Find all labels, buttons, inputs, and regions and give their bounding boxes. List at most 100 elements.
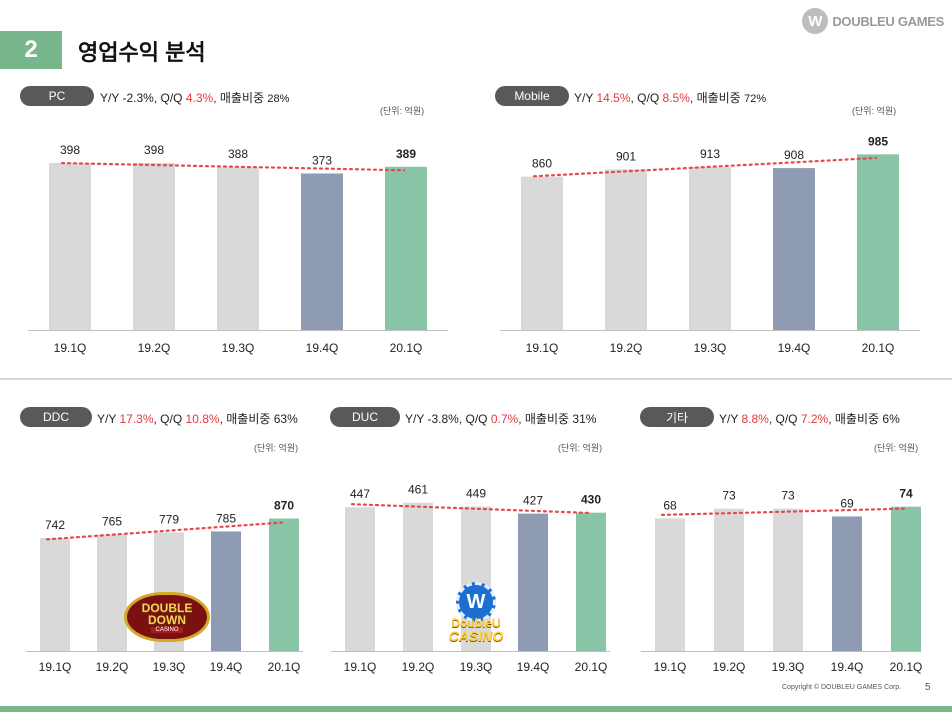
qq-label: Q/Q bbox=[160, 91, 183, 105]
duc-bar-19.1Q bbox=[345, 507, 375, 651]
pc-unit: (단위: 억원) bbox=[380, 106, 425, 116]
doubledown-casino-logo: DOUBLE DOWN CASINO bbox=[124, 592, 210, 642]
ddc-value-label-19.4Q: 785 bbox=[216, 511, 236, 525]
mobile-bar-19.2Q bbox=[605, 169, 647, 330]
duc-bar-19.4Q bbox=[518, 513, 548, 651]
pc-value-label-19.3Q: 388 bbox=[228, 147, 248, 161]
ddc-logo-line2: DOWN bbox=[148, 612, 186, 627]
pc-label-pill: PC bbox=[20, 86, 94, 106]
mobile-unit: (단위: 억원) bbox=[852, 106, 897, 116]
ddc-unit: (단위: 억원) bbox=[254, 443, 299, 453]
pc-category-label-19.2Q: 19.2Q bbox=[138, 341, 171, 355]
mobile-stats: Y/Y 14.5%, Q/Q 8.5%, 매출비중 72% bbox=[574, 91, 767, 105]
ddc-label-pill: DDC bbox=[20, 407, 92, 427]
etc-category-label-19.3Q: 19.3Q bbox=[772, 660, 805, 674]
mobile-category-label-19.4Q: 19.4Q bbox=[778, 341, 811, 355]
ddc-value-label-19.1Q: 742 bbox=[45, 518, 65, 532]
pc-value-label-19.4Q: 373 bbox=[312, 153, 332, 167]
etc-category-label-19.1Q: 19.1Q bbox=[654, 660, 687, 674]
share-label: 매출비중 bbox=[219, 91, 265, 105]
share-value: 63% bbox=[273, 412, 298, 426]
ddc-value-label-19.3Q: 779 bbox=[159, 512, 179, 526]
ddc-value-label-20.1Q: 870 bbox=[274, 498, 294, 512]
etc-stats: Y/Y 8.8%, Q/Q 7.2%, 매출비중 6% bbox=[719, 412, 900, 426]
ddc-value-label-19.2Q: 765 bbox=[102, 514, 122, 528]
qq-value: 4.3% bbox=[185, 91, 214, 105]
pc-category-label-19.4Q: 19.4Q bbox=[306, 341, 339, 355]
mobile-category-label-19.2Q: 19.2Q bbox=[610, 341, 643, 355]
etc-bar-19.3Q bbox=[773, 508, 803, 651]
ddc-logo-line3: CASINO bbox=[151, 626, 183, 633]
etc-bar-19.4Q bbox=[832, 516, 862, 651]
logo-text: DOUBLEU GAMES bbox=[832, 13, 944, 29]
mobile-bar-20.1Q bbox=[857, 154, 899, 330]
yy-value: -2.3% bbox=[122, 91, 154, 105]
share-label: 매출비중 bbox=[696, 91, 741, 105]
share-label: 매출비중 bbox=[524, 412, 570, 426]
ddc-logo-line1: DOUBLE bbox=[141, 600, 193, 615]
duc-bar-20.1Q bbox=[576, 512, 606, 651]
mobile-category-label-19.3Q: 19.3Q bbox=[694, 341, 727, 355]
duc-stats: Y/Y -3.8%, Q/Q 0.7%, 매출비중 31% bbox=[405, 412, 597, 426]
doubleu-casino-logo: W DoubleU CASINO bbox=[436, 582, 516, 646]
qq-label: Q/Q bbox=[465, 412, 488, 426]
pc-value-label-19.1Q: 398 bbox=[60, 143, 80, 157]
qq-label: Q/Q bbox=[160, 412, 183, 426]
etc-category-label-19.4Q: 19.4Q bbox=[831, 660, 864, 674]
ddc-category-label-19.1Q: 19.1Q bbox=[39, 660, 72, 674]
etc-value-label-20.1Q: 74 bbox=[899, 487, 913, 501]
ddc-bar-20.1Q bbox=[269, 518, 299, 651]
mobile-bar-19.3Q bbox=[689, 167, 731, 330]
mobile-bar-19.4Q bbox=[773, 168, 815, 330]
duc-value-label-19.3Q: 449 bbox=[466, 487, 486, 501]
mobile-trendline bbox=[532, 156, 878, 178]
pc-bar-20.1Q bbox=[385, 166, 427, 330]
ddc-category-label-19.2Q: 19.2Q bbox=[96, 660, 129, 674]
duc-value-label-19.4Q: 427 bbox=[523, 494, 543, 508]
qq-value: 0.7% bbox=[490, 412, 519, 426]
ddc-category-label-19.4Q: 19.4Q bbox=[210, 660, 243, 674]
etc-label-pill: 기타 bbox=[640, 407, 714, 427]
etc-trendline bbox=[660, 507, 906, 516]
mobile-value-label-19.2Q: 901 bbox=[616, 149, 636, 163]
qq-value: 8.5% bbox=[662, 91, 690, 105]
duc-unit: (단위: 억원) bbox=[558, 443, 603, 453]
duc-label-pill: DUC bbox=[330, 407, 400, 427]
qq-label: Q/Q bbox=[637, 91, 660, 105]
share-value: 28% bbox=[267, 93, 290, 105]
etc-value-label-19.4Q: 69 bbox=[840, 496, 854, 510]
mobile-value-label-19.1Q: 860 bbox=[532, 157, 552, 171]
qq-value: 10.8% bbox=[185, 412, 220, 426]
yy-label: Y/Y bbox=[100, 91, 120, 105]
duc-category-label-19.3Q: 19.3Q bbox=[460, 660, 493, 674]
mobile-category-label-19.1Q: 19.1Q bbox=[526, 341, 559, 355]
duc-bar-19.3Q bbox=[461, 506, 491, 651]
ddc-stats: Y/Y 17.3%, Q/Q 10.8%, 매출비중 63% bbox=[97, 412, 298, 426]
etc-unit: (단위: 억원) bbox=[874, 443, 919, 453]
etc-category-label-20.1Q: 20.1Q bbox=[890, 660, 923, 674]
yy-label: Y/Y bbox=[574, 91, 594, 105]
page-number: 5 bbox=[925, 682, 931, 693]
share-value: 31% bbox=[572, 412, 597, 426]
ddc-bar-19.4Q bbox=[211, 531, 241, 651]
duc-category-label-20.1Q: 20.1Q bbox=[575, 660, 608, 674]
ddc-category-label-20.1Q: 20.1Q bbox=[268, 660, 301, 674]
mobile-bar-19.1Q bbox=[521, 176, 563, 330]
yy-value: 8.8% bbox=[741, 412, 769, 426]
share-label: 매출비중 bbox=[834, 412, 880, 426]
section-divider bbox=[0, 378, 952, 380]
etc-value-label-19.1Q: 68 bbox=[663, 498, 677, 512]
duc-category-label-19.4Q: 19.4Q bbox=[517, 660, 550, 674]
etc-bar-20.1Q bbox=[891, 506, 921, 651]
ddc-bar-19.2Q bbox=[97, 534, 127, 651]
duc-logo-line2: CASINO bbox=[448, 628, 504, 644]
pc-stats: Y/Y -2.3%, Q/Q 4.3%, 매출비중 28% bbox=[100, 91, 290, 105]
share-value: 72% bbox=[744, 93, 767, 105]
pc-bar-19.1Q bbox=[49, 163, 91, 330]
pc-bar-19.3Q bbox=[217, 167, 259, 330]
duc-value-label-19.2Q: 461 bbox=[408, 483, 428, 497]
pc-value-label-20.1Q: 389 bbox=[396, 147, 416, 161]
logo-mark-icon: W bbox=[802, 8, 829, 34]
mobile-value-label-19.4Q: 908 bbox=[784, 148, 804, 162]
